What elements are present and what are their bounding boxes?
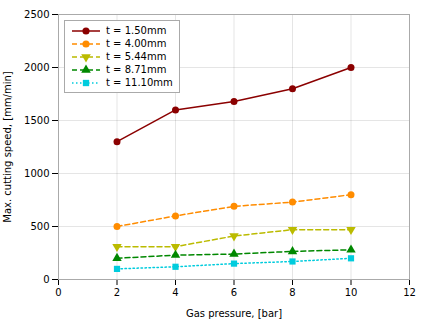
- svg-text:1500: 1500: [24, 115, 49, 126]
- svg-text:2: 2: [114, 287, 120, 298]
- html-text:t = 5.44mm: t = 5.44mm: [106, 51, 167, 62]
- svg-text:6: 6: [231, 287, 237, 298]
- html-text:t = 4.00mm: t = 4.00mm: [106, 38, 167, 49]
- svg-text:0: 0: [55, 287, 61, 298]
- html-text:t = 8.71mm: t = 8.71mm: [106, 64, 167, 75]
- svg-text:12: 12: [403, 287, 416, 298]
- svg-text:Max. cutting speed, [mm/min]: Max. cutting speed, [mm/min]: [2, 71, 13, 223]
- svg-text:2000: 2000: [24, 62, 49, 73]
- svg-text:10: 10: [345, 287, 358, 298]
- svg-text:1000: 1000: [24, 168, 49, 179]
- svg-text:2500: 2500: [24, 9, 49, 20]
- svg-text:Gas pressure, [bar]: Gas pressure, [bar]: [186, 308, 282, 319]
- svg-text:500: 500: [30, 221, 49, 232]
- html-text:t = 11.10mm: t = 11.10mm: [106, 77, 173, 88]
- html-text:t = 1.50mm: t = 1.50mm: [106, 25, 167, 36]
- svg-text:4: 4: [172, 287, 178, 298]
- svg-text:0: 0: [43, 274, 49, 285]
- svg-text:8: 8: [289, 287, 295, 298]
